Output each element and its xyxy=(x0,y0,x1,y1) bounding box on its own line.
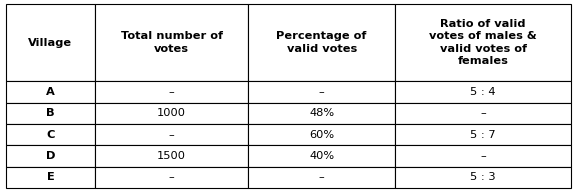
Bar xyxy=(95,103,248,124)
Text: 1500: 1500 xyxy=(157,151,186,161)
Text: 40%: 40% xyxy=(309,151,334,161)
Bar xyxy=(248,145,395,167)
Text: Ratio of valid
votes of males &
valid votes of
females: Ratio of valid votes of males & valid vo… xyxy=(429,19,537,66)
Text: Village: Village xyxy=(28,38,73,48)
Bar xyxy=(95,124,248,145)
Text: C: C xyxy=(46,130,55,140)
Bar xyxy=(95,81,248,103)
Bar xyxy=(95,4,248,81)
Bar xyxy=(95,145,248,167)
Bar xyxy=(395,4,571,81)
Text: 5 : 3: 5 : 3 xyxy=(470,172,496,182)
Bar xyxy=(395,103,571,124)
Bar xyxy=(6,167,95,188)
Text: B: B xyxy=(46,108,55,118)
Text: –: – xyxy=(319,87,324,97)
Text: –: – xyxy=(319,172,324,182)
Bar xyxy=(6,124,95,145)
Bar xyxy=(248,124,395,145)
Text: 1000: 1000 xyxy=(157,108,186,118)
Text: Percentage of
valid votes: Percentage of valid votes xyxy=(276,31,367,54)
Text: 5 : 7: 5 : 7 xyxy=(470,130,496,140)
Bar xyxy=(248,4,395,81)
Text: D: D xyxy=(46,151,55,161)
Text: –: – xyxy=(481,108,486,118)
Bar xyxy=(6,4,95,81)
Text: A: A xyxy=(46,87,55,97)
Text: –: – xyxy=(169,172,174,182)
Text: –: – xyxy=(169,87,174,97)
Text: Total number of
votes: Total number of votes xyxy=(121,31,223,54)
Text: –: – xyxy=(481,151,486,161)
Text: E: E xyxy=(47,172,54,182)
Bar xyxy=(6,81,95,103)
Bar xyxy=(6,103,95,124)
Text: 48%: 48% xyxy=(309,108,334,118)
Bar xyxy=(395,124,571,145)
Bar xyxy=(248,167,395,188)
Text: –: – xyxy=(169,130,174,140)
Bar xyxy=(6,145,95,167)
Bar xyxy=(248,103,395,124)
Text: 5 : 4: 5 : 4 xyxy=(470,87,496,97)
Bar xyxy=(248,81,395,103)
Bar xyxy=(395,167,571,188)
Text: 60%: 60% xyxy=(309,130,334,140)
Bar xyxy=(395,145,571,167)
Bar xyxy=(395,81,571,103)
Bar xyxy=(95,167,248,188)
